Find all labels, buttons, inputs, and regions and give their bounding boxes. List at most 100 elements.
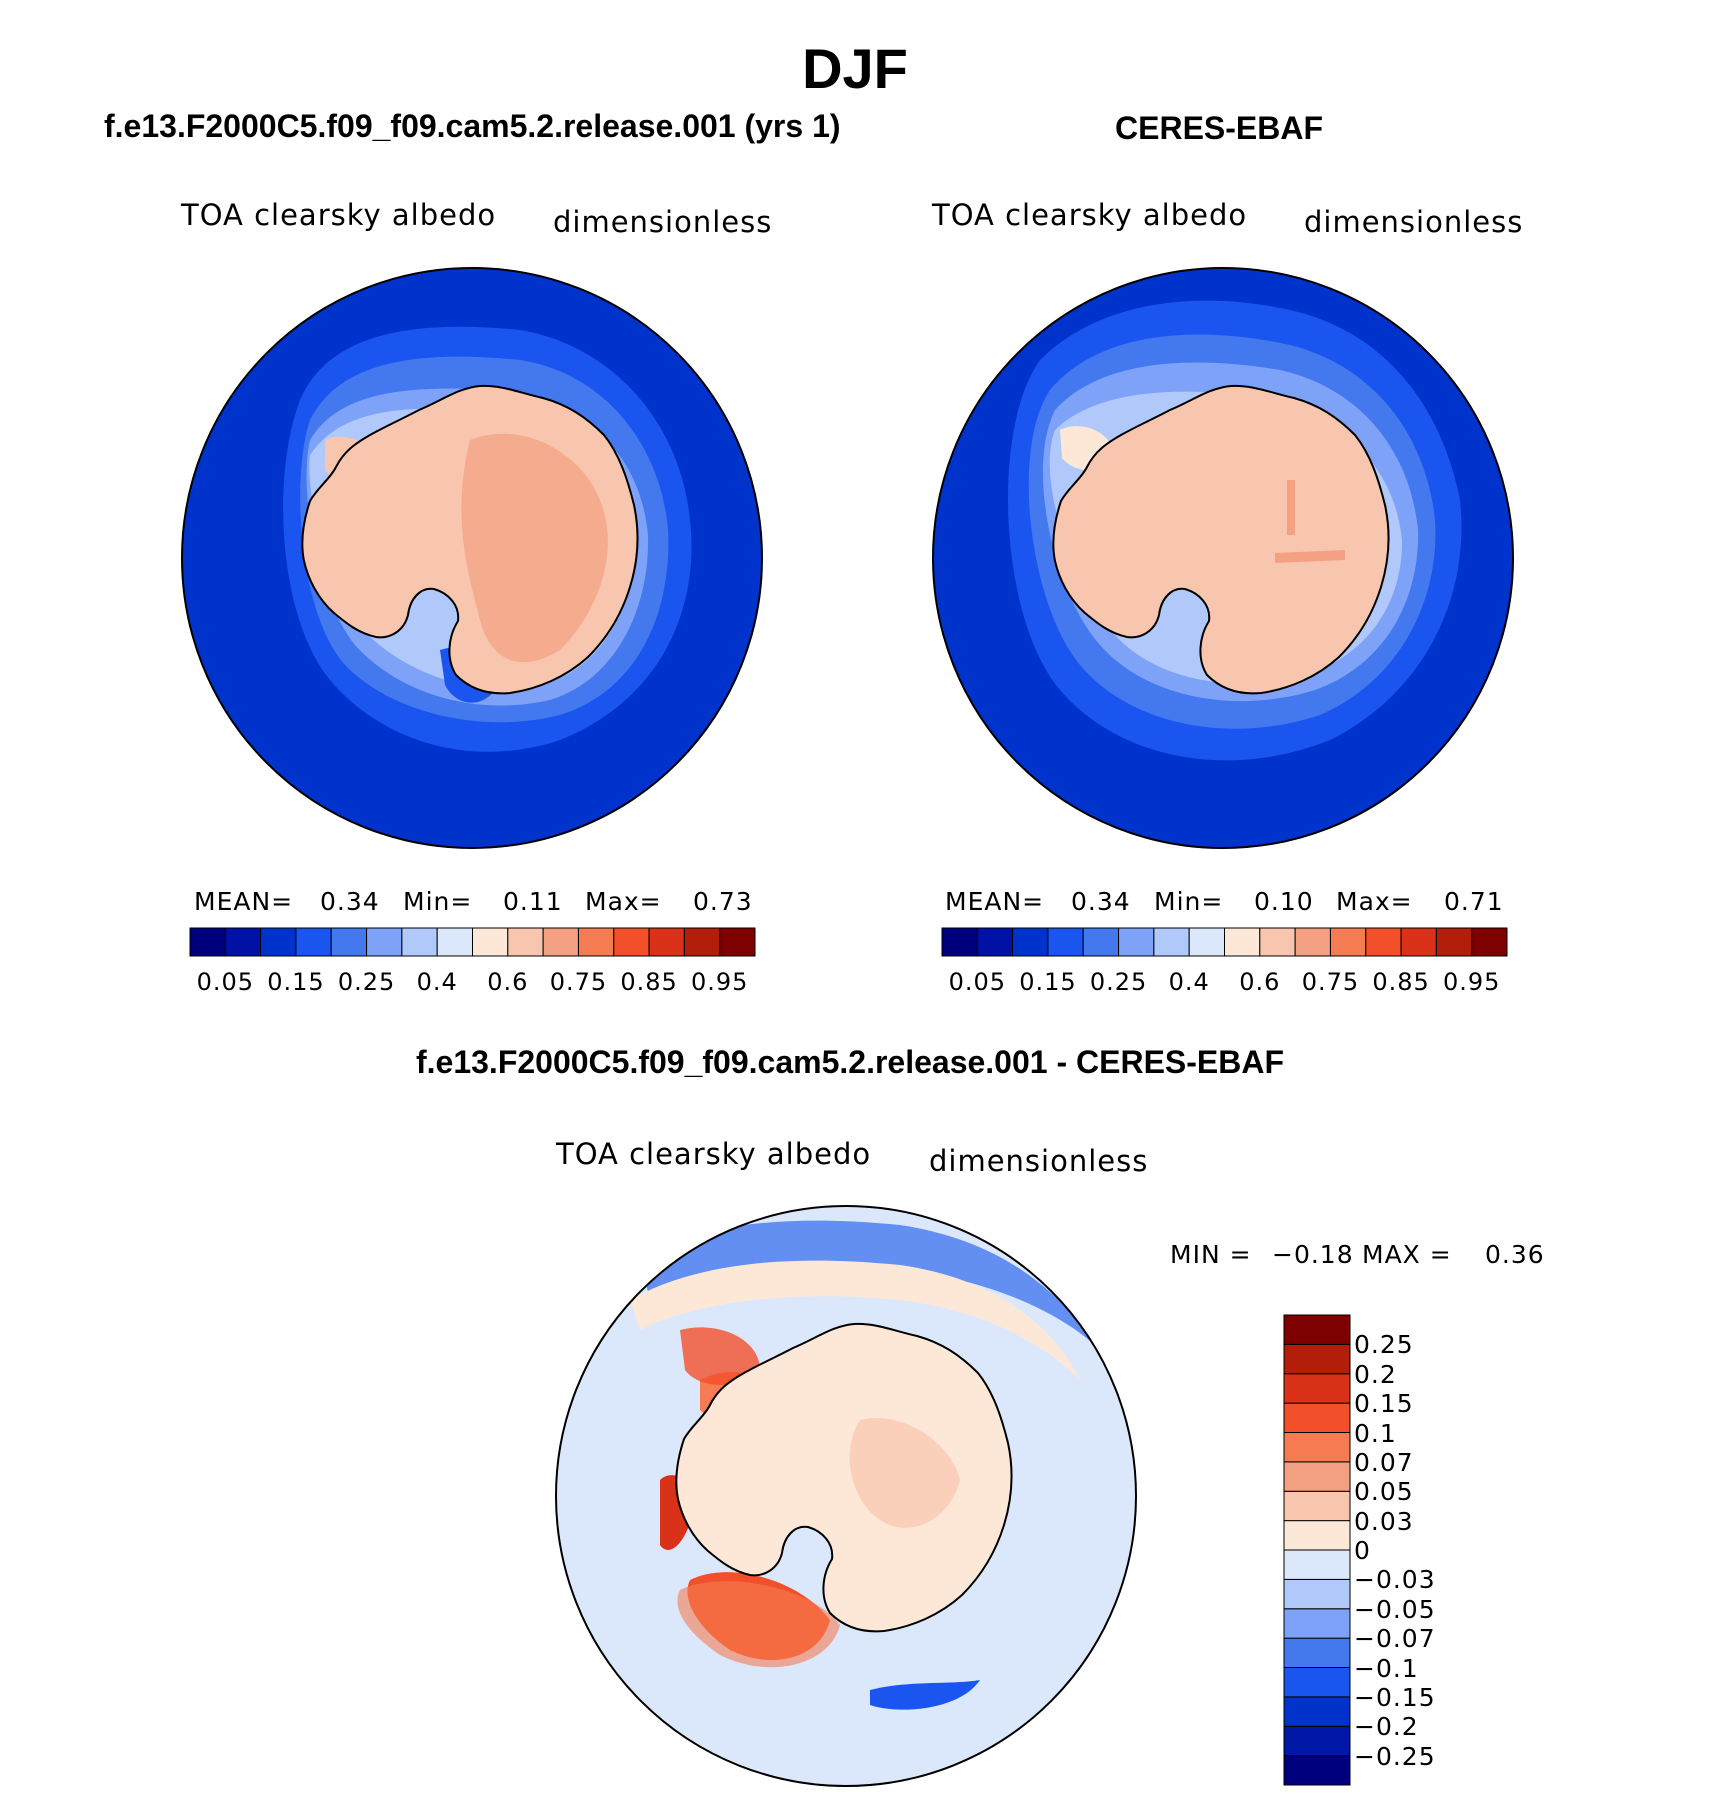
panel3-colorbar-tick-label: −0.15 (1354, 1682, 1436, 1712)
panel1-colorbar-tick-label: 0.4 (416, 968, 458, 996)
panel2-colorbar-swatch (1294, 927, 1331, 957)
panel1-colorbar-tick-label: 0.85 (620, 968, 678, 996)
panel2-colorbar-swatch (1329, 927, 1367, 957)
panel1-colorbar-swatch (330, 927, 368, 957)
panel1-colorbar-swatch (224, 927, 262, 957)
panel2-max-value: 0.71 (1444, 887, 1504, 916)
panel2-mean-label: MEAN= (945, 887, 1045, 916)
panel3-colorbar-swatch (1283, 1608, 1351, 1639)
panel2-colorbar-tick-label: 0.95 (1442, 968, 1501, 996)
panel1-colorbar-tick-label: 0.6 (487, 968, 529, 996)
panel3-colorbar-tick-label: 0.15 (1354, 1389, 1414, 1419)
panel1-colorbar-swatch (260, 927, 297, 957)
panel3-colorbar-tick-label: 0.25 (1354, 1330, 1414, 1360)
panel1-min-value: 0.11 (503, 887, 563, 916)
panel2-colorbar-swatch (1047, 927, 1084, 957)
panel2-variable-label: TOA clearsky albedo (932, 198, 1248, 232)
panel2-heading: CERES-EBAF (1115, 110, 1324, 146)
panel2-colorbar-swatch (1012, 927, 1049, 957)
panel3-colorbar-swatch (1283, 1696, 1351, 1727)
panel1-colorbar-swatch (648, 927, 685, 957)
panel1-mean-label: MEAN= (194, 887, 294, 916)
panel3-colorbar-swatch (1283, 1373, 1351, 1404)
panel3-colorbar-tick-label: −0.25 (1354, 1741, 1436, 1771)
panel2-colorbar-swatch (1118, 927, 1155, 957)
panel2-antarctica (1052, 384, 1390, 695)
panel3-colorbar-swatch (1283, 1520, 1351, 1551)
panel3-antarctica (675, 1322, 1013, 1633)
panel2-colorbar-swatch (1435, 927, 1473, 957)
panel1-colorbar-tick-label: 0.15 (267, 968, 325, 996)
panel2-colorbar-tick-label: 0.25 (1089, 968, 1148, 996)
panel1-colorbar-swatch (189, 927, 226, 957)
panel2-colorbar-swatch (1188, 927, 1225, 957)
panel1-colorbar-swatch (436, 927, 473, 957)
panel1-colorbar-swatch (683, 927, 721, 957)
panel3-colorbar (1283, 1314, 1351, 1786)
panel3-colorbar-swatch (1283, 1637, 1351, 1668)
panel1-colorbar-swatch (507, 927, 544, 957)
panel1-colorbar-swatch (613, 927, 650, 957)
panel1-colorbar-swatch (401, 927, 438, 957)
panel2-colorbar-swatch (941, 927, 978, 957)
panel2-min-label: Min= (1154, 887, 1224, 916)
panel1-max-value: 0.73 (693, 887, 753, 916)
panel3-max-label: MAX = (1362, 1240, 1452, 1269)
panel3-colorbar-tick-label: 0.05 (1354, 1477, 1414, 1507)
panel1-heading: f.e13.F2000C5.f09_f09.cam5.2.release.001… (104, 108, 841, 144)
panel3-colorbar-tick-label: −0.05 (1354, 1594, 1436, 1624)
panel3-colorbar-swatch (1283, 1490, 1351, 1522)
panel1-colorbar-tick-label: 0.95 (690, 968, 749, 996)
panel3-map-border (555, 1205, 1137, 1787)
panel3-colorbar-tick-label: 0.03 (1354, 1506, 1414, 1536)
panel3-colorbar-swatch (1283, 1725, 1351, 1757)
panel2-colorbar-swatch (1365, 927, 1402, 957)
panel2-colorbar-tick-label: 0.05 (948, 968, 1007, 996)
panel3-colorbar-swatch (1283, 1402, 1351, 1433)
panel2-min-value: 0.10 (1254, 887, 1314, 916)
panel1-colorbar-swatch (542, 927, 579, 957)
panel2-max-label: Max= (1336, 887, 1413, 916)
panel2-colorbar-tick-label: 0.4 (1168, 968, 1210, 996)
panel1-mean-value: 0.34 (320, 887, 380, 916)
panel1-map-border (181, 267, 763, 849)
panel3-colorbar-tick-label: −0.1 (1354, 1653, 1419, 1683)
panel1-colorbar-swatch (295, 927, 332, 957)
panel3-colorbar-tick-label: 0.2 (1354, 1359, 1397, 1389)
panel1-colorbar-tick-label: 0.25 (337, 968, 396, 996)
panel2-colorbar-swatch (1082, 927, 1120, 957)
panel1-variable-label: TOA clearsky albedo (181, 198, 497, 232)
panel2-colorbar-swatch (1224, 927, 1261, 957)
panel3-min-label: MIN = (1170, 1240, 1252, 1269)
panel2-colorbar-tick-label: 0.75 (1301, 968, 1360, 996)
panel3-colorbar-swatch (1283, 1578, 1351, 1610)
panel1-colorbar-swatch (366, 927, 403, 957)
panel3-heading: f.e13.F2000C5.f09_f09.cam5.2.release.001… (415, 1044, 1285, 1080)
panel3-colorbar-swatch (1283, 1314, 1351, 1345)
panel2-colorbar-swatch (1259, 927, 1296, 957)
panel3-max-value: 0.36 (1485, 1240, 1545, 1269)
panel3-units-label: dimensionless (929, 1144, 1149, 1178)
panel2-units-label: dimensionless (1304, 205, 1524, 239)
panel2-colorbar-tick-label: 0.15 (1019, 968, 1077, 996)
panel1-colorbar (189, 927, 756, 957)
panel3-colorbar-swatch (1283, 1432, 1351, 1463)
panel3-variable-label: TOA clearsky albedo (556, 1137, 872, 1171)
panel3-colorbar-tick-label: 0 (1354, 1536, 1371, 1565)
panel1-units-label: dimensionless (553, 205, 773, 239)
panel2-colorbar-tick-label: 0.85 (1372, 968, 1430, 996)
panel3-colorbar-swatch (1283, 1755, 1351, 1786)
panel1-colorbar-swatch (577, 927, 615, 957)
panel3-colorbar-swatch (1283, 1667, 1351, 1698)
panel3-colorbar-swatch (1283, 1549, 1351, 1580)
panel2-colorbar-swatch (1471, 927, 1508, 957)
panel3-min-value: −0.18 (1272, 1240, 1354, 1269)
panel2-mean-value: 0.34 (1071, 887, 1131, 916)
panel2-colorbar-swatch (1153, 927, 1190, 957)
panel2-colorbar-swatch (976, 927, 1014, 957)
panel1-colorbar-swatch (472, 927, 509, 957)
panel2-colorbar-swatch (1400, 927, 1437, 957)
panel3-colorbar-swatch (1283, 1461, 1351, 1492)
main-title: DJF (802, 37, 908, 100)
panel3-colorbar-tick-label: −0.2 (1354, 1712, 1419, 1742)
